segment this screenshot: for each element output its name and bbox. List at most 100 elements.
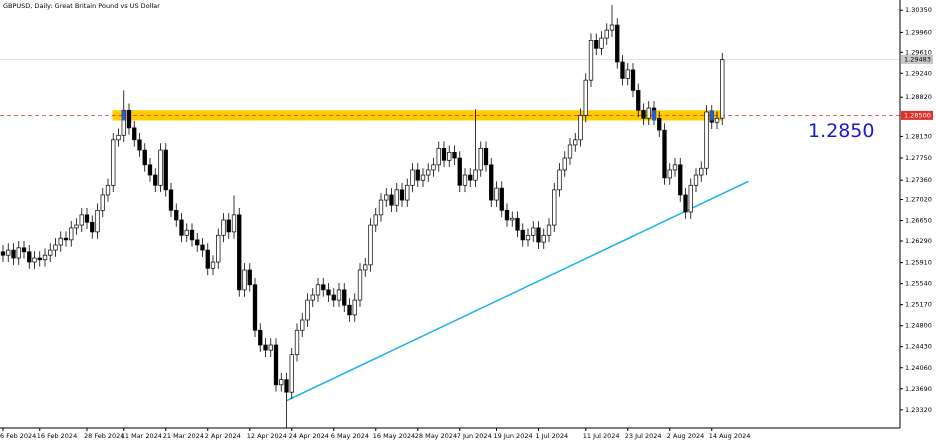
candle-body (646, 107, 651, 119)
x-tick-label: 21 Mar 2024 (163, 432, 204, 440)
candle-body (604, 29, 609, 39)
y-tick-label: 1.25170 (905, 301, 932, 309)
candle-body (583, 79, 588, 116)
candle-body (189, 229, 195, 241)
candle-body (567, 144, 573, 159)
x-tick-label: 19 Jun 2024 (494, 432, 533, 440)
candle-body (95, 209, 100, 233)
candle-body (6, 249, 11, 256)
candle-body (378, 199, 384, 216)
candle-body (153, 174, 158, 186)
y-tick-label: 1.28820 (905, 93, 932, 101)
candle-body (284, 379, 289, 393)
candle-body (405, 184, 410, 201)
candle-body (231, 214, 237, 233)
candle-body (90, 221, 95, 233)
current-price-label: 1.29483 (904, 56, 931, 64)
candle-body (279, 379, 284, 386)
candle-body (520, 229, 525, 241)
x-tick-label: 7 Jun 2024 (457, 432, 492, 440)
candle-body (336, 289, 342, 301)
candle-body (452, 151, 457, 159)
candle-body (263, 344, 268, 351)
candle-body (678, 164, 683, 196)
candle-body (693, 174, 699, 186)
candle-body (541, 234, 546, 243)
candle-body (216, 234, 221, 263)
candle-body (636, 90, 641, 111)
x-tick-label: 23 Jul 2024 (625, 432, 662, 440)
candle-body (447, 151, 452, 161)
y-tick-label: 1.27020 (905, 196, 932, 204)
candle-body (268, 344, 273, 351)
x-tick-label: 24 Apr 2024 (289, 432, 329, 440)
candle-body (273, 344, 279, 386)
y-tick-label: 1.29610 (905, 48, 932, 56)
x-tick-label: 28 Feb 2024 (84, 432, 124, 440)
candle-body (111, 139, 116, 186)
candle-body (147, 164, 153, 176)
candle-body (357, 269, 363, 301)
candle-body (142, 149, 147, 166)
candle-body (625, 69, 630, 79)
candle-body (226, 219, 231, 233)
candle-body (363, 264, 368, 271)
candle-body (27, 251, 32, 263)
candle-body (69, 227, 74, 241)
candle-body (415, 169, 420, 181)
candle-body (42, 254, 48, 261)
candle-body (436, 148, 441, 166)
candle-body (315, 284, 321, 296)
y-tick-label: 1.24800 (905, 322, 932, 330)
candle-body (599, 37, 604, 49)
candle-body (32, 257, 37, 263)
candle-body (525, 234, 531, 241)
candle-body (352, 299, 357, 316)
level-box (901, 110, 933, 120)
candle-body (163, 149, 168, 191)
candle-body (126, 109, 132, 129)
candle-body (195, 239, 200, 246)
y-tick-label: 1.23320 (905, 406, 932, 414)
current-price-box (901, 55, 933, 65)
x-tick-label: 16 Feb 2024 (37, 432, 77, 440)
candle-body (720, 59, 725, 119)
candle-body (468, 174, 473, 181)
candle-body (426, 169, 431, 176)
candle-body (16, 247, 21, 259)
candle-body (74, 224, 79, 229)
candle-body (609, 24, 615, 31)
y-tick-label: 1.29960 (905, 28, 932, 36)
candle-body (105, 184, 111, 196)
x-tick-label: 6 Feb 2024 (0, 432, 36, 440)
y-tick-label: 1.24060 (905, 364, 932, 372)
candle-body (252, 284, 258, 331)
x-tick-label: 12 Apr 2024 (247, 432, 287, 440)
candle-body (410, 169, 415, 186)
candle-body (641, 109, 646, 119)
candle-body (53, 244, 58, 251)
candle-body (294, 329, 300, 356)
y-tick-label: 1.27360 (905, 176, 932, 184)
candle-body (441, 148, 447, 161)
candle-body (368, 224, 373, 266)
candle-body (699, 167, 704, 176)
y-tick-label: 1.26290 (905, 237, 932, 245)
x-tick-label: 2 Aug 2024 (667, 432, 705, 440)
candle-body (620, 61, 625, 79)
candle-body (300, 319, 305, 331)
candle-body (588, 40, 594, 81)
candle-body (672, 164, 678, 171)
candle-body (58, 237, 63, 246)
candle-body (667, 169, 672, 179)
candle-body (594, 40, 599, 49)
candle-body (662, 129, 667, 179)
annotation: 1.2850 (808, 120, 874, 142)
candle-body (310, 294, 315, 301)
candle-body (321, 284, 326, 291)
candle-body (462, 174, 468, 186)
candle-body (478, 148, 483, 171)
y-tick-label: 1.30350 (905, 6, 932, 14)
candle-body (489, 164, 494, 201)
